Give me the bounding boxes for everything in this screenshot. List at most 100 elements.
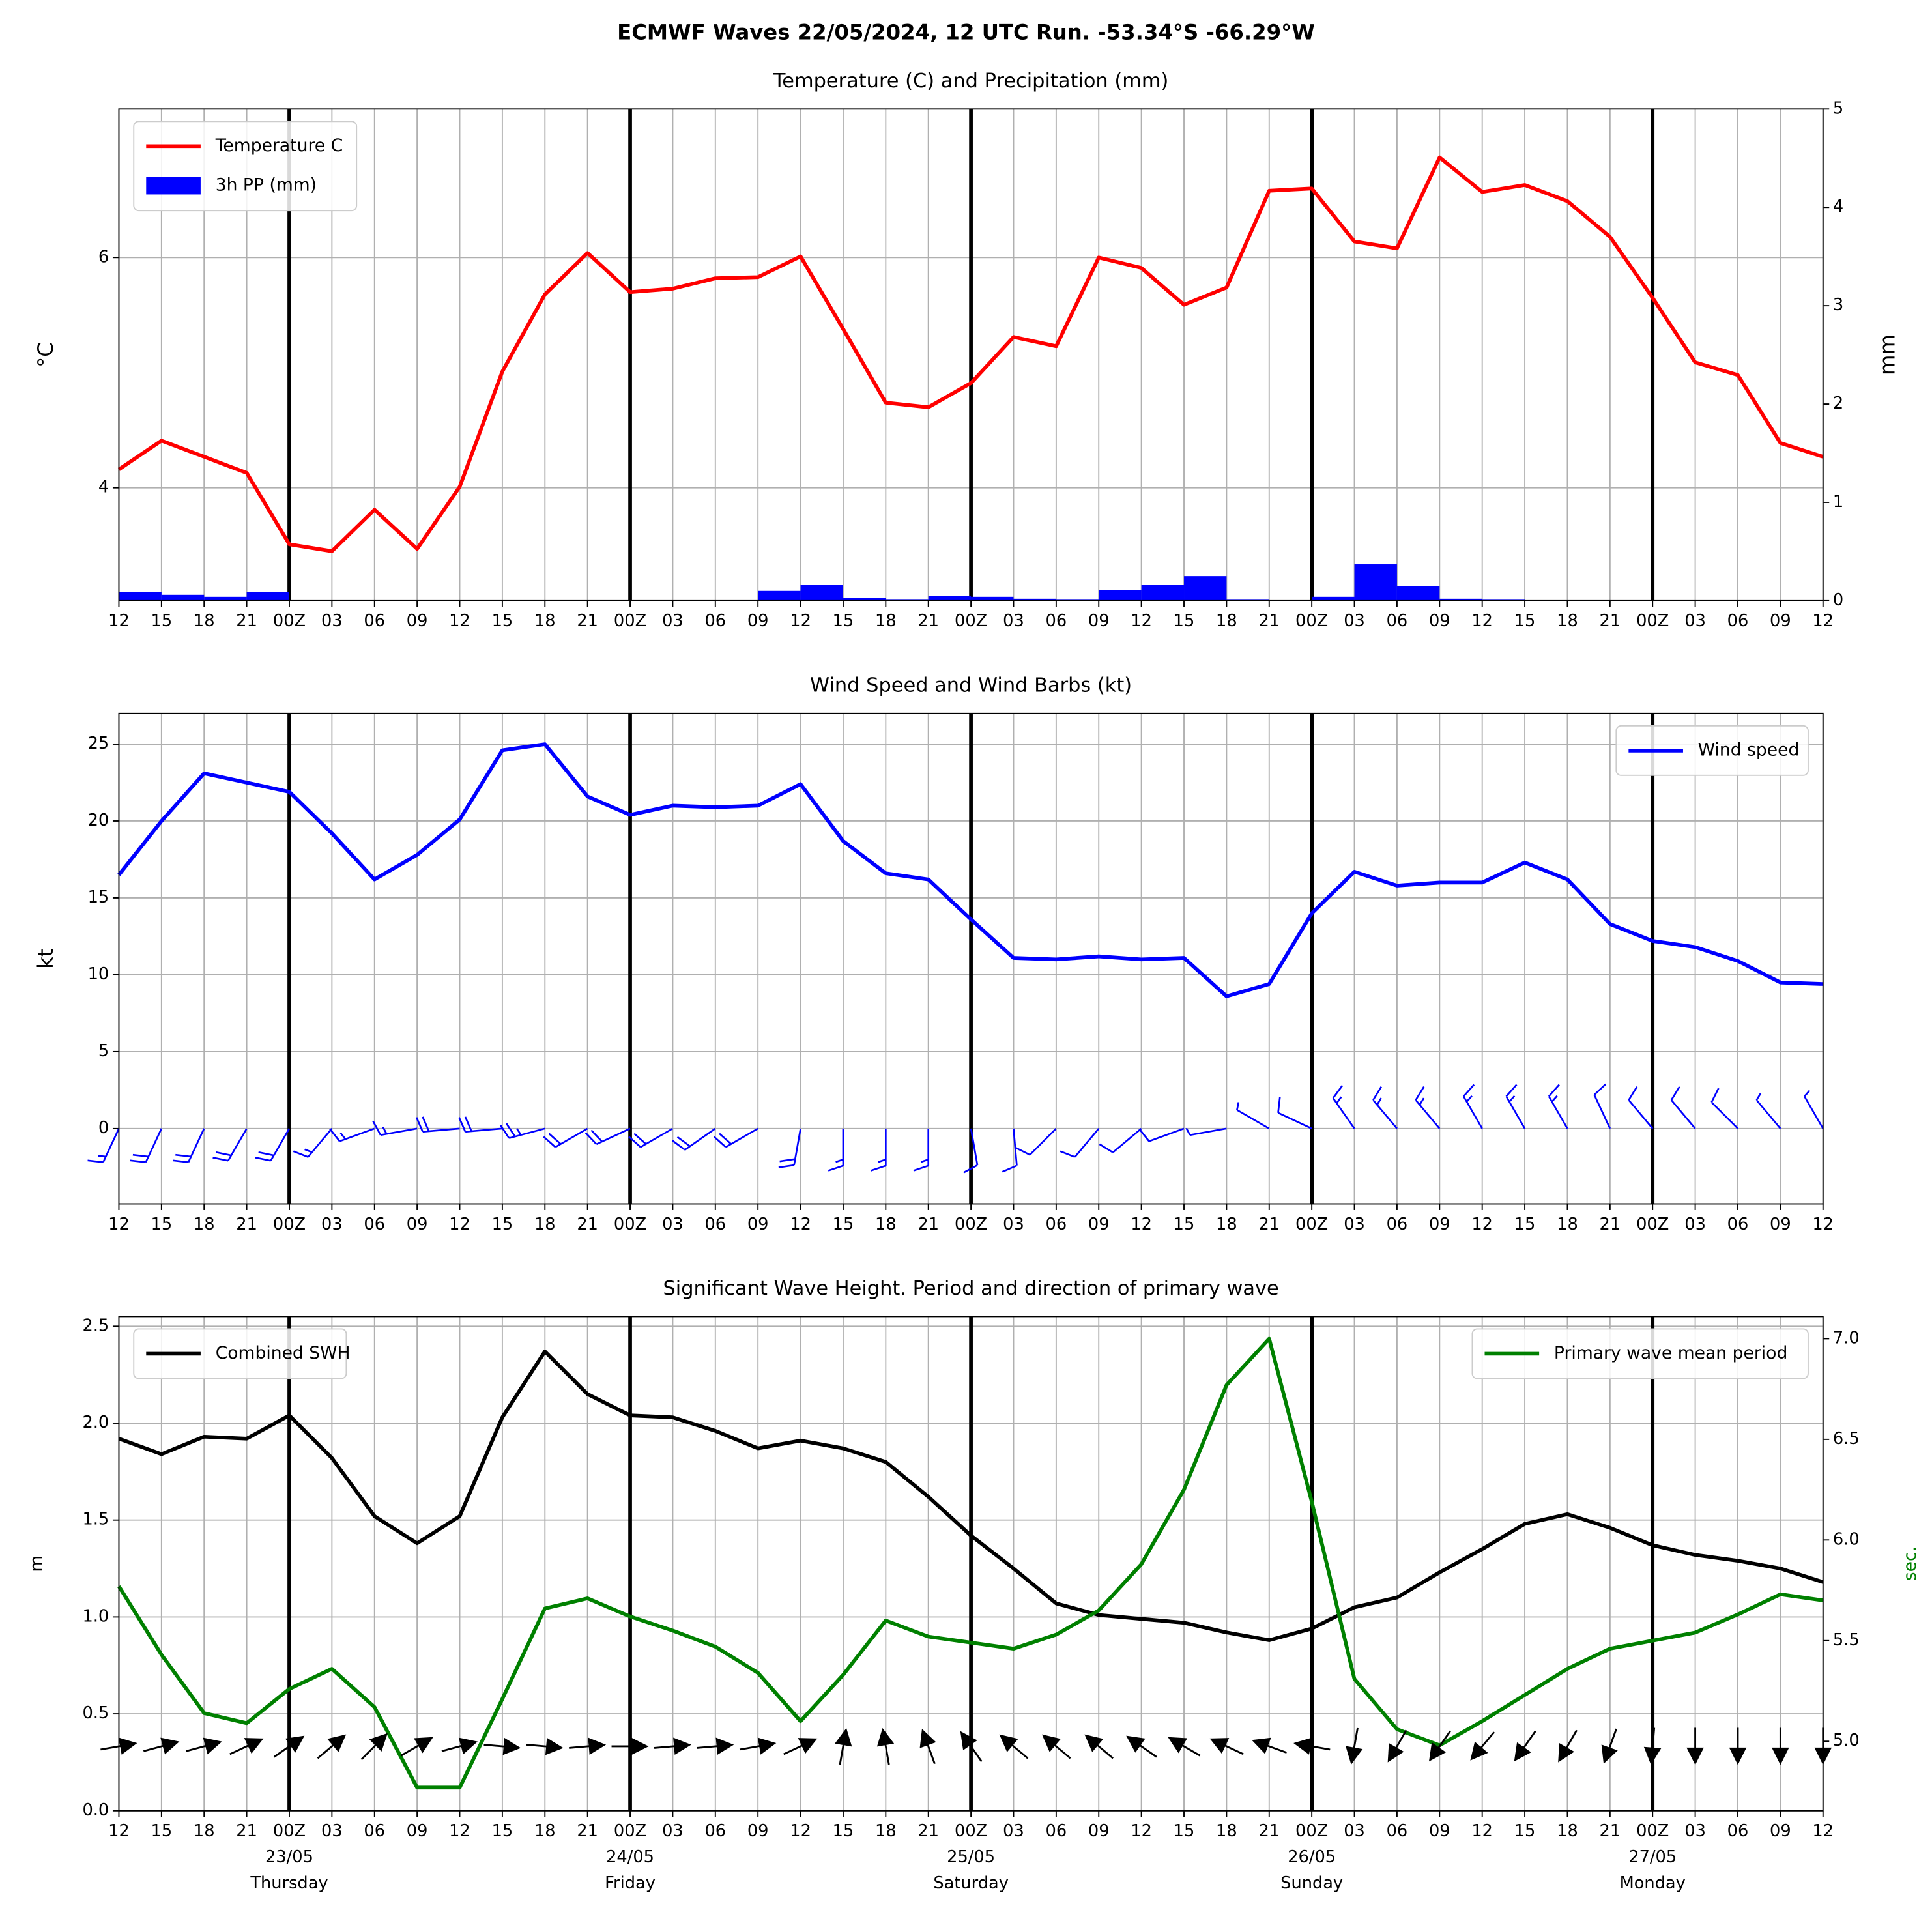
x-tick-label: 12 xyxy=(1131,1821,1152,1841)
barb-stroke xyxy=(584,1127,631,1146)
barb-stroke xyxy=(913,1128,930,1172)
x-tick-label: 21 xyxy=(577,611,598,631)
x-tick-label: 18 xyxy=(534,1215,556,1234)
arrow-head xyxy=(545,1737,564,1755)
x-tick-label: 12 xyxy=(1131,611,1152,631)
precip-bar xyxy=(1099,590,1142,601)
x-tick-label: 18 xyxy=(875,611,897,631)
x-tick-label: 03 xyxy=(321,611,343,631)
wave-arrow xyxy=(400,1737,433,1757)
barb-stroke xyxy=(87,1128,120,1163)
legend-label: Temperature C xyxy=(215,136,343,156)
day-name: Monday xyxy=(1620,1873,1686,1893)
arrow-head xyxy=(631,1737,649,1755)
x-tick-label: 09 xyxy=(407,1215,428,1234)
barb-stroke xyxy=(415,1116,460,1133)
x-tick-label: 03 xyxy=(1344,611,1365,631)
subplot-title: Temperature (C) and Precipitation (mm) xyxy=(773,70,1168,93)
x-tick-label: 18 xyxy=(1557,1215,1578,1234)
y-tick-label: 2.5 xyxy=(82,1316,109,1335)
x-tick-label: 12 xyxy=(449,1821,470,1841)
legend-label: 3h PP (mm) xyxy=(216,175,317,195)
x-tick-label: 15 xyxy=(1514,1215,1536,1234)
barb-stroke xyxy=(1332,1085,1355,1129)
y-tick-label: 10 xyxy=(88,964,109,984)
x-tick-label: 09 xyxy=(1088,1821,1110,1841)
x-tick-label: 06 xyxy=(364,611,385,631)
wind-barb xyxy=(255,1128,291,1162)
x-tick-label: 03 xyxy=(1684,1215,1706,1234)
barb-stroke xyxy=(1060,1128,1100,1158)
wind-barb xyxy=(173,1128,205,1163)
x-tick-label: 00Z xyxy=(614,611,646,631)
day-name: Thursday xyxy=(250,1873,328,1893)
x-tick-label: 00Z xyxy=(955,611,987,631)
barb-stroke xyxy=(1236,1102,1270,1130)
arrow-head xyxy=(160,1737,180,1755)
arrow-head xyxy=(715,1737,734,1755)
subplot-title: Wind Speed and Wind Barbs (kt) xyxy=(810,674,1132,697)
barb-stroke xyxy=(672,1127,716,1151)
x-tick-label: 21 xyxy=(917,1821,939,1841)
wave-arrow xyxy=(1729,1727,1747,1765)
x-tick-label: 12 xyxy=(1812,1821,1834,1841)
y-tick-label: 1.0 xyxy=(82,1606,109,1626)
wind-barb xyxy=(87,1128,120,1163)
arrow-head xyxy=(1209,1738,1230,1754)
x-tick-label: 18 xyxy=(194,1821,215,1841)
wind-barb xyxy=(628,1127,674,1148)
arrow-head xyxy=(960,1731,977,1751)
arrow-head xyxy=(502,1737,521,1755)
wave-arrow xyxy=(697,1737,734,1755)
wind-barb xyxy=(212,1128,248,1162)
x-tick-label: 00Z xyxy=(614,1215,646,1234)
wind-barb xyxy=(1548,1084,1568,1129)
y-tick-label: 2.0 xyxy=(82,1413,109,1432)
x-tick-label: 09 xyxy=(747,1821,769,1841)
precip-bar xyxy=(1354,564,1397,601)
wind-barb xyxy=(415,1116,460,1133)
x-tick-label: 06 xyxy=(364,1821,385,1841)
wave-arrow xyxy=(229,1738,264,1755)
barb-stroke xyxy=(1277,1097,1312,1130)
arrow-head xyxy=(458,1737,478,1755)
x-tick-label: 18 xyxy=(194,611,215,631)
arrow-head xyxy=(1126,1735,1146,1753)
barb-stroke xyxy=(1628,1086,1654,1129)
x-tick-label: 00Z xyxy=(1636,1821,1669,1841)
y2-tick-label: 4 xyxy=(1833,197,1843,216)
y2-axis-label: mm xyxy=(1875,334,1899,375)
legend-label: Primary wave mean period xyxy=(1554,1343,1787,1363)
x-tick-label: 03 xyxy=(1003,611,1024,631)
arrow-head xyxy=(327,1734,347,1752)
arrow-head xyxy=(119,1737,137,1755)
wind-barb xyxy=(1185,1127,1227,1136)
x-tick-label: 09 xyxy=(1088,611,1110,631)
wave-arrow xyxy=(526,1737,564,1755)
x-tick-label: 00Z xyxy=(273,1215,306,1234)
x-tick-label: 09 xyxy=(1770,1215,1791,1234)
arrow-head xyxy=(1686,1747,1704,1765)
x-tick-label: 03 xyxy=(1684,1821,1706,1841)
x-tick-label: 09 xyxy=(1770,611,1791,631)
wind-barb xyxy=(1060,1128,1100,1158)
x-tick-label: 15 xyxy=(1514,611,1536,631)
x-tick-label: 18 xyxy=(1216,1215,1237,1234)
y-tick-label: 6 xyxy=(98,247,109,267)
y2-tick-label: 7.0 xyxy=(1833,1328,1860,1348)
x-tick-label: 12 xyxy=(790,1821,811,1841)
wave-arrow xyxy=(1084,1734,1114,1759)
arrow-head xyxy=(1470,1741,1488,1761)
x-tick-label: 12 xyxy=(449,1215,470,1234)
x-tick-label: 18 xyxy=(1557,1821,1578,1841)
x-tick-label: 21 xyxy=(577,1215,598,1234)
arrow-head xyxy=(757,1737,777,1755)
x-tick-label: 18 xyxy=(1216,611,1237,631)
wave-arrow xyxy=(1387,1729,1407,1763)
x-tick-label: 00Z xyxy=(955,1215,987,1234)
day-date: 24/05 xyxy=(606,1847,654,1867)
x-tick-label: 00Z xyxy=(273,611,306,631)
x-tick-label: 00Z xyxy=(1295,1821,1328,1841)
wind-barb xyxy=(1628,1086,1654,1129)
wave-arrow xyxy=(1251,1737,1288,1754)
